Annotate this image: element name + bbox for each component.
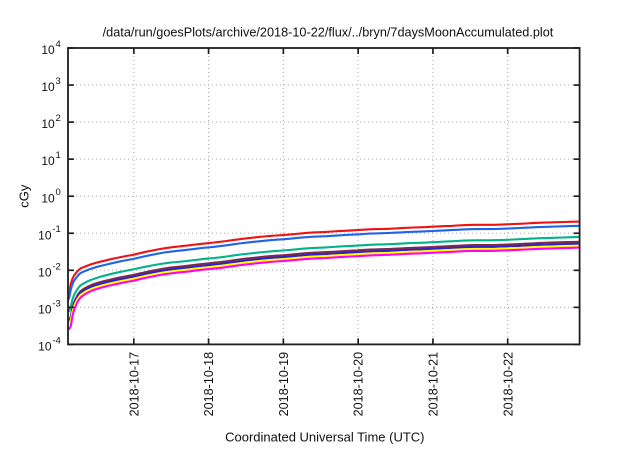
svg-text:2018-10-22: 2018-10-22 [501, 352, 515, 416]
svg-text:10: 10 [41, 191, 55, 205]
svg-text:10: 10 [38, 302, 52, 316]
svg-text:cGy: cGy [17, 184, 32, 208]
svg-text:10: 10 [38, 265, 52, 279]
svg-text:2018-10-17: 2018-10-17 [127, 352, 141, 416]
svg-text:10: 10 [41, 117, 55, 131]
svg-text:/data/run/goesPlots/archive/20: /data/run/goesPlots/archive/2018-10-22/f… [103, 26, 554, 40]
svg-text:1: 1 [56, 150, 61, 161]
svg-text:10: 10 [38, 228, 52, 242]
svg-text:10: 10 [41, 80, 55, 94]
svg-text:-4: -4 [52, 335, 60, 346]
svg-text:3: 3 [56, 76, 61, 87]
svg-text:2018-10-21: 2018-10-21 [427, 352, 441, 416]
svg-text:2018-10-19: 2018-10-19 [277, 352, 291, 416]
svg-text:10: 10 [38, 340, 52, 354]
svg-text:-2: -2 [52, 261, 60, 272]
svg-text:-3: -3 [52, 298, 60, 309]
svg-text:2: 2 [56, 113, 61, 124]
svg-text:4: 4 [56, 39, 61, 50]
svg-text:2018-10-20: 2018-10-20 [352, 352, 366, 416]
svg-text:10: 10 [41, 154, 55, 168]
svg-text:2018-10-18: 2018-10-18 [202, 352, 216, 416]
svg-text:10: 10 [41, 43, 55, 57]
svg-text:Coordinated Universal Time (UT: Coordinated Universal Time (UTC) [225, 430, 424, 445]
svg-text:-1: -1 [52, 224, 60, 235]
svg-text:0: 0 [56, 187, 61, 198]
